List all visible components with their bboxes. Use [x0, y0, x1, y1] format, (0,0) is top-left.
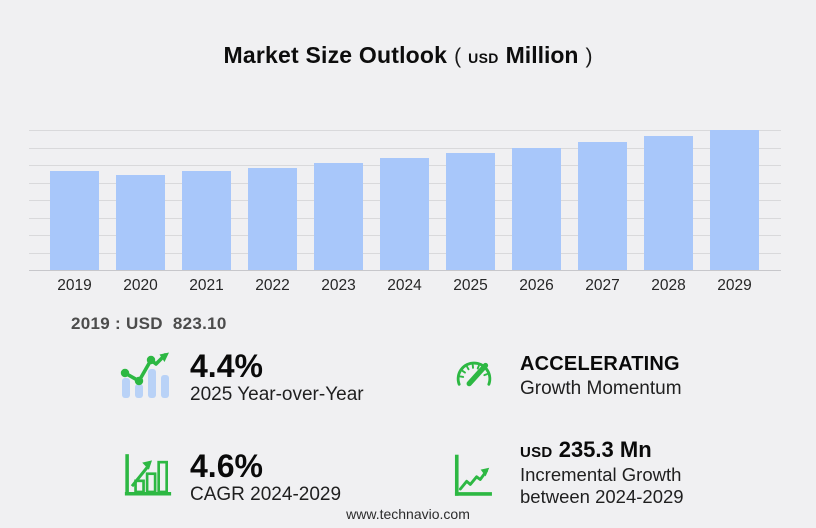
incremental-value-currency: USD: [520, 444, 553, 461]
year-label-2023: 2023: [321, 277, 356, 294]
incremental-label-line2: between 2024-2029: [520, 486, 684, 507]
base-year-annotation: 2019 : USD 823.10: [71, 314, 227, 333]
bar-2020: [116, 175, 165, 270]
chart-title-text: Market Size Outlook: [223, 42, 448, 68]
gridline: [29, 130, 781, 131]
gauge-icon: [456, 361, 492, 387]
incremental-label-line1: Incremental Growth: [520, 464, 682, 485]
title-unit-currency: USD: [468, 50, 499, 66]
bar-2022: [248, 167, 297, 270]
x-axis-line: [29, 270, 781, 271]
cagr-value: 4.6%: [190, 448, 263, 484]
yoy-label: 2025 Year-over-Year: [190, 384, 364, 405]
bar-2029: [710, 130, 759, 270]
footer: www.technavio.com: [0, 506, 816, 522]
chart-title: Market Size Outlook ( USD Million ): [0, 42, 816, 69]
year-label-2024: 2024: [387, 277, 422, 294]
incremental-value: USD 235.3 Mn: [520, 438, 652, 465]
bar-2025: [446, 153, 495, 270]
title-paren-close: ): [585, 45, 593, 68]
growth-chart-icon: [124, 454, 172, 496]
year-label-2026: 2026: [519, 277, 554, 294]
bar-2021: [182, 170, 231, 270]
year-label-2019: 2019: [57, 277, 92, 294]
year-label-2021: 2021: [189, 277, 224, 294]
bar-2028: [644, 136, 693, 270]
bar-2027: [578, 142, 627, 270]
bar-2019: [50, 171, 99, 270]
footer-link[interactable]: www.technavio.com: [346, 506, 470, 522]
gridline: [29, 147, 781, 149]
year-label-2022: 2022: [255, 277, 290, 294]
title-paren-open: (: [454, 45, 462, 68]
incremental-growth-icon: [454, 454, 492, 496]
momentum-label: Growth Momentum: [520, 378, 682, 399]
title-unit-scale: Million: [505, 42, 579, 68]
bar-2023: [314, 163, 363, 270]
yoy-value: 4.4%: [190, 348, 263, 384]
year-label-2020: 2020: [123, 277, 158, 294]
incremental-value-amount: 235.3 Mn: [558, 437, 652, 462]
plot-area: [29, 130, 781, 271]
year-label-2029: 2029: [717, 277, 752, 294]
year-label-2028: 2028: [651, 277, 686, 294]
bar-2024: [380, 158, 429, 270]
bar-2026: [512, 148, 561, 270]
year-label-2027: 2027: [585, 277, 620, 294]
cagr-label: CAGR 2024-2029: [190, 484, 342, 505]
trend-bars-icon: [120, 352, 169, 398]
x-axis-labels: 2019 2020 2021 2022 2023 2024 2025 2026 2027 2028…: [29, 277, 781, 297]
year-label-2025: 2025: [453, 277, 488, 294]
momentum-value: ACCELERATING: [520, 353, 680, 375]
